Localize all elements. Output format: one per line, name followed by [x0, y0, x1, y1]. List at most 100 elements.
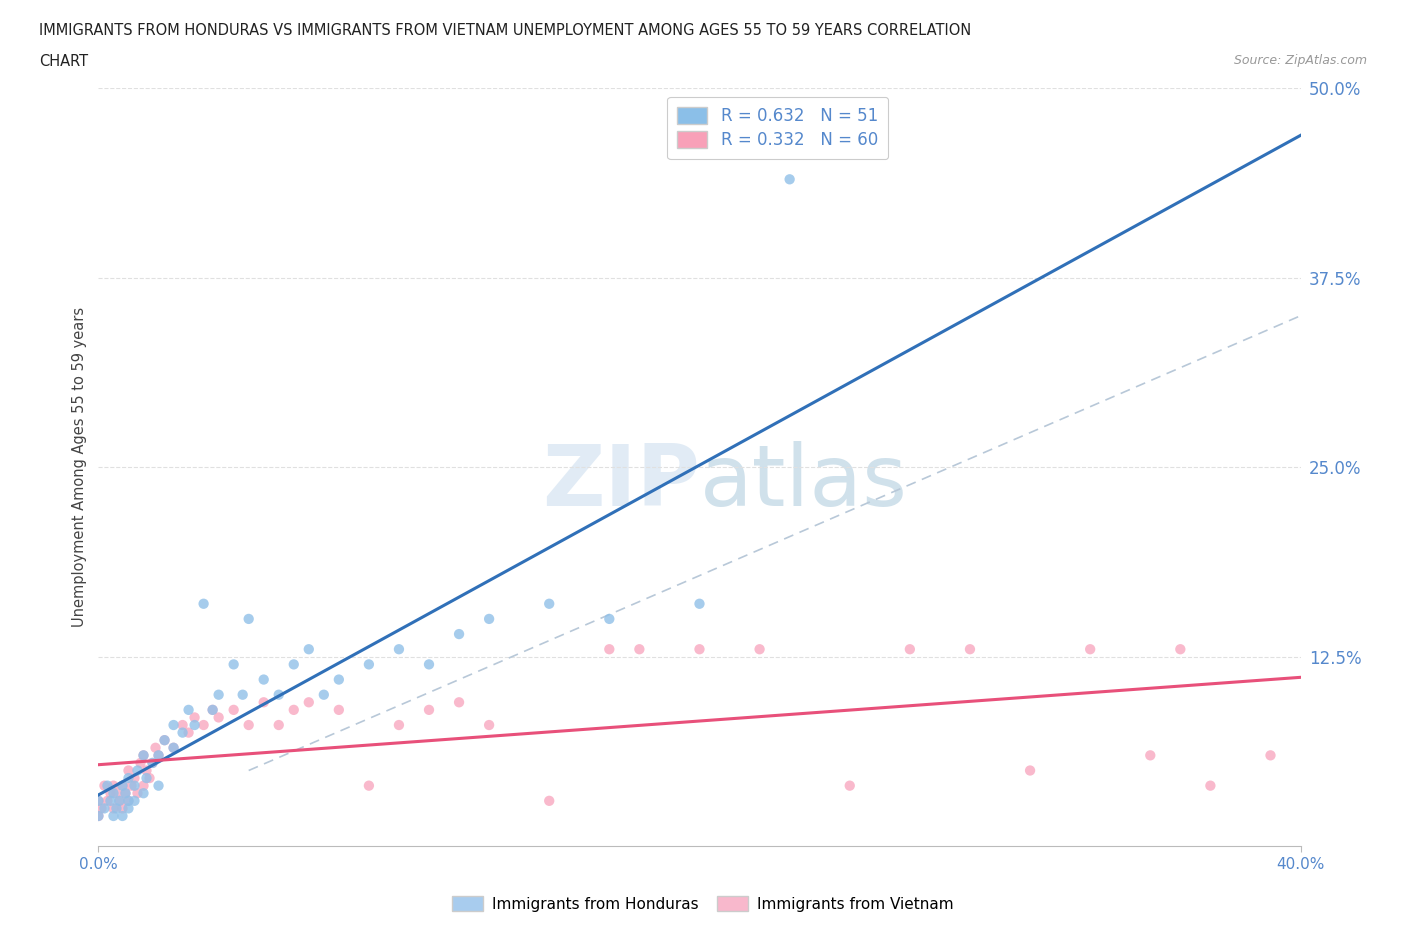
- Point: [103, 778, 125, 793]
- Point: [153, 733, 176, 748]
- Point: [90, 801, 112, 816]
- Point: [100, 786, 122, 801]
- Point: [253, 695, 276, 710]
- Point: [108, 793, 131, 808]
- Point: [689, 596, 711, 611]
- Point: [96, 793, 118, 808]
- Point: [141, 755, 163, 770]
- Point: [153, 733, 176, 748]
- Point: [105, 786, 128, 801]
- Text: ZIP: ZIP: [541, 441, 700, 524]
- Point: [124, 771, 146, 786]
- Point: [96, 778, 118, 793]
- Point: [267, 687, 290, 702]
- Point: [538, 793, 561, 808]
- Point: [779, 172, 801, 187]
- Point: [100, 793, 122, 808]
- Point: [127, 786, 149, 801]
- Point: [117, 771, 139, 786]
- Point: [208, 710, 231, 724]
- Point: [1078, 642, 1101, 657]
- Point: [103, 808, 125, 823]
- Point: [201, 702, 224, 717]
- Point: [93, 778, 115, 793]
- Point: [177, 702, 200, 717]
- Point: [103, 786, 125, 801]
- Point: [418, 657, 440, 671]
- Point: [959, 642, 981, 657]
- Point: [447, 695, 470, 710]
- Point: [132, 786, 155, 801]
- Point: [418, 702, 440, 717]
- Point: [124, 778, 146, 793]
- Text: atlas: atlas: [700, 441, 907, 524]
- Point: [598, 642, 620, 657]
- Point: [111, 808, 134, 823]
- Point: [222, 702, 245, 717]
- Point: [222, 657, 245, 671]
- Point: [357, 778, 380, 793]
- Text: CHART: CHART: [39, 54, 89, 69]
- Point: [689, 642, 711, 657]
- Point: [238, 612, 260, 627]
- Point: [93, 801, 115, 816]
- Point: [132, 748, 155, 763]
- Point: [117, 793, 139, 808]
- Point: [148, 778, 170, 793]
- Point: [598, 612, 620, 627]
- Point: [129, 755, 152, 770]
- Point: [177, 725, 200, 740]
- Point: [111, 778, 134, 793]
- Point: [193, 596, 215, 611]
- Point: [105, 801, 128, 816]
- Point: [267, 718, 290, 733]
- Point: [162, 740, 184, 755]
- Point: [328, 702, 350, 717]
- Point: [283, 702, 305, 717]
- Point: [87, 808, 110, 823]
- Point: [1170, 642, 1192, 657]
- Point: [111, 801, 134, 816]
- Point: [172, 725, 194, 740]
- Text: Source: ZipAtlas.com: Source: ZipAtlas.com: [1233, 54, 1367, 67]
- Point: [298, 642, 321, 657]
- Point: [1139, 748, 1161, 763]
- Point: [87, 793, 110, 808]
- Point: [447, 627, 470, 642]
- Point: [148, 748, 170, 763]
- Point: [898, 642, 921, 657]
- Point: [538, 596, 561, 611]
- Point: [141, 755, 163, 770]
- Point: [111, 778, 134, 793]
- Legend: Immigrants from Honduras, Immigrants from Vietnam: Immigrants from Honduras, Immigrants fro…: [446, 889, 960, 918]
- Point: [298, 695, 321, 710]
- Point: [253, 672, 276, 687]
- Point: [132, 748, 155, 763]
- Point: [388, 718, 411, 733]
- Point: [117, 793, 139, 808]
- Point: [117, 763, 139, 777]
- Point: [312, 687, 335, 702]
- Point: [238, 718, 260, 733]
- Point: [103, 801, 125, 816]
- Point: [114, 786, 136, 801]
- Point: [208, 687, 231, 702]
- Point: [138, 771, 160, 786]
- Point: [478, 612, 501, 627]
- Point: [135, 771, 157, 786]
- Point: [193, 718, 215, 733]
- Point: [388, 642, 411, 657]
- Point: [127, 763, 149, 777]
- Point: [478, 718, 501, 733]
- Point: [148, 748, 170, 763]
- Point: [357, 657, 380, 671]
- Point: [283, 657, 305, 671]
- Point: [145, 740, 167, 755]
- Text: IMMIGRANTS FROM HONDURAS VS IMMIGRANTS FROM VIETNAM UNEMPLOYMENT AMONG AGES 55 T: IMMIGRANTS FROM HONDURAS VS IMMIGRANTS F…: [39, 23, 972, 38]
- Point: [124, 793, 146, 808]
- Point: [1019, 763, 1042, 777]
- Point: [162, 718, 184, 733]
- Point: [114, 786, 136, 801]
- Point: [838, 778, 860, 793]
- Point: [183, 710, 205, 724]
